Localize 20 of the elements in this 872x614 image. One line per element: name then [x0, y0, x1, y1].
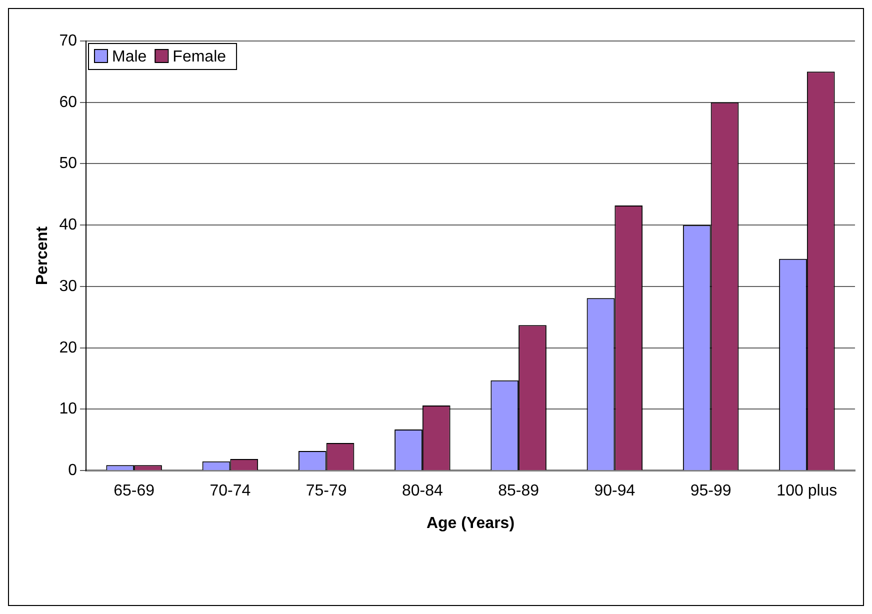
y-axis-title: Percent: [34, 226, 52, 286]
y-tick-label: 60: [59, 94, 78, 111]
y-tick-label: 40: [59, 216, 78, 234]
legend-label: Female: [172, 48, 226, 66]
x-tick-label: 65-69: [114, 482, 155, 500]
y-tick-label: 70: [59, 32, 78, 50]
y-tick-label: 0: [68, 462, 78, 480]
legend-label: Male: [112, 48, 147, 66]
x-tick-label: 75-79: [306, 482, 347, 500]
x-tick-label: 85-89: [498, 482, 540, 500]
x-tick-label: 80-84: [402, 482, 443, 500]
y-tick-label: 50: [59, 155, 78, 172]
x-tick-label: 100 plus: [776, 482, 838, 500]
y-tick-label: 20: [59, 339, 78, 356]
y-tick-label: 10: [59, 400, 78, 418]
x-tick-label: 70-74: [210, 482, 251, 500]
x-axis-title: Age (Years): [426, 514, 515, 532]
x-tick-label: 95-99: [690, 482, 732, 500]
x-tick-label: 90-94: [594, 482, 636, 500]
y-tick-label: 30: [59, 278, 78, 295]
